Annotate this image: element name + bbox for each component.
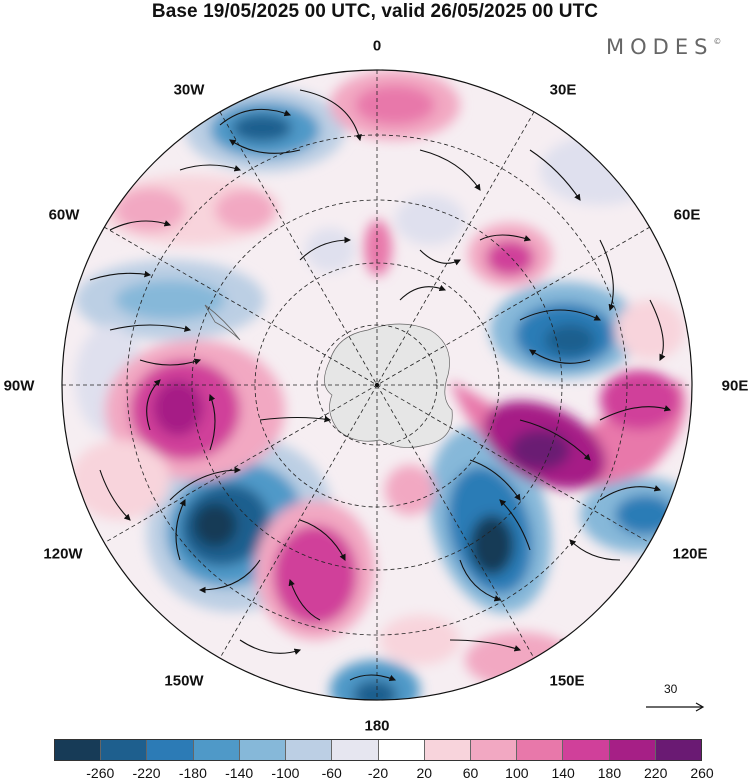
- colorbar-swatch: [55, 740, 101, 760]
- colorbar-tick-label: -180: [178, 765, 207, 781]
- colorbar-swatch: [608, 740, 655, 760]
- colorbar-swatch: [100, 740, 147, 760]
- lon-label-60e: 60E: [673, 206, 701, 224]
- lon-label-180: 180: [364, 717, 390, 735]
- colorbar-swatch: [423, 740, 470, 760]
- colorbar-tick-label: 20: [416, 765, 433, 781]
- colorbar-tick-label: 180: [597, 765, 622, 781]
- colorbar-tick-label: 220: [644, 765, 668, 781]
- colorbar-swatch: [238, 740, 286, 760]
- colorbar-swatch: [285, 740, 332, 760]
- map-boundary: [61, 69, 693, 701]
- colorbar-swatch: [469, 740, 517, 760]
- modes-logo: MODES©: [606, 35, 721, 59]
- lon-label-120w: 120W: [43, 545, 83, 563]
- colorbar-swatch: [654, 740, 702, 760]
- lon-label-90w: 90W: [3, 377, 35, 395]
- lon-label-0: 0: [372, 37, 382, 55]
- colorbar-swatch: [562, 740, 609, 760]
- lon-label-150w: 150W: [164, 672, 204, 690]
- lon-label-60w: 60W: [48, 206, 80, 224]
- colorbar-swatch: [331, 740, 378, 760]
- reference-vector: 30: [640, 680, 710, 720]
- colorbar-tick-label: 60: [462, 765, 479, 781]
- brand-name: MODES: [606, 35, 714, 59]
- wind-vectors: [89, 89, 672, 700]
- colorbar-tick-label: -100: [271, 765, 300, 781]
- colorbar-tick-label: -60: [321, 765, 342, 781]
- colorbar-tick-label: 260: [690, 765, 714, 781]
- colorbar: [54, 739, 702, 761]
- colorbar-swatch: [146, 740, 193, 760]
- colorbar-tick-label: -20: [367, 765, 389, 781]
- colorbar-tick-label: -260: [86, 765, 115, 781]
- lon-label-30e: 30E: [549, 81, 577, 99]
- lon-label-120e: 120E: [672, 545, 708, 563]
- lon-label-30w: 30W: [173, 81, 205, 99]
- lon-label-150e: 150E: [549, 672, 585, 690]
- colorbar-swatch: [192, 740, 239, 760]
- colorbar-tick-label: -220: [132, 765, 161, 781]
- copyright-mark: ©: [713, 37, 722, 46]
- map-field: [62, 70, 692, 700]
- antarctica-landmass: [324, 323, 453, 448]
- polar-map: [61, 69, 693, 701]
- south-america-coast: [204, 304, 241, 341]
- colorbar-tick-label: 100: [505, 765, 529, 781]
- lon-label-90e: 90E: [721, 377, 749, 395]
- reference-vector-label: 30: [664, 682, 678, 696]
- height-anomaly-field: [70, 70, 692, 700]
- colorbar-tick-label: 140: [551, 765, 575, 781]
- pole-marker: [374, 382, 380, 388]
- map-title: Base 19/05/2025 00 UTC, valid 26/05/2025…: [151, 1, 599, 22]
- colorbar-swatch: [516, 740, 563, 760]
- colorbar-tick-label: -140: [225, 765, 254, 781]
- colorbar-swatch: [377, 740, 424, 760]
